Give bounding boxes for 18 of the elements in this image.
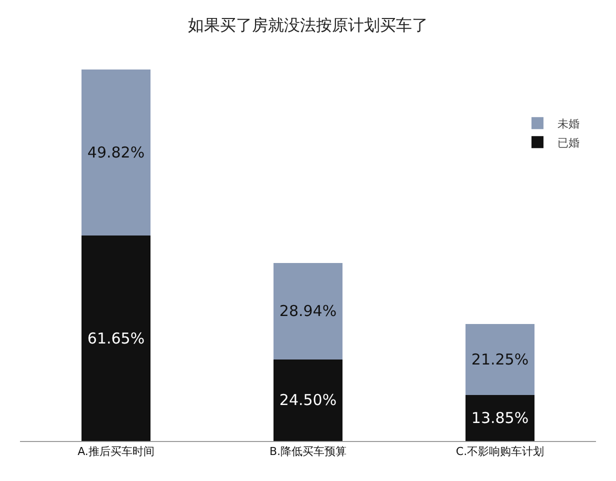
bar — [81, 236, 151, 441]
chart-title: 如果买了房就没法按原计划买车了 — [188, 15, 428, 34]
bar — [273, 359, 343, 441]
bar — [81, 70, 151, 236]
legend-label: 未婚 — [557, 117, 580, 130]
data-label: 24.50% — [279, 391, 337, 410]
data-label: 21.25% — [471, 350, 529, 368]
bar — [465, 394, 535, 441]
bar — [465, 324, 535, 395]
bar — [273, 262, 343, 360]
x-tick-label: A.推后买车时间 — [78, 445, 154, 458]
x-tick-label: C.不影响购车计划 — [456, 445, 544, 458]
data-label: 49.82% — [87, 144, 145, 162]
x-tick-label: B.降低买车预算 — [269, 445, 347, 458]
data-label: 13.85% — [471, 408, 529, 427]
data-label: 28.94% — [279, 302, 337, 320]
legend-label: 已婚 — [557, 136, 580, 150]
data-label: 61.65% — [87, 329, 145, 348]
